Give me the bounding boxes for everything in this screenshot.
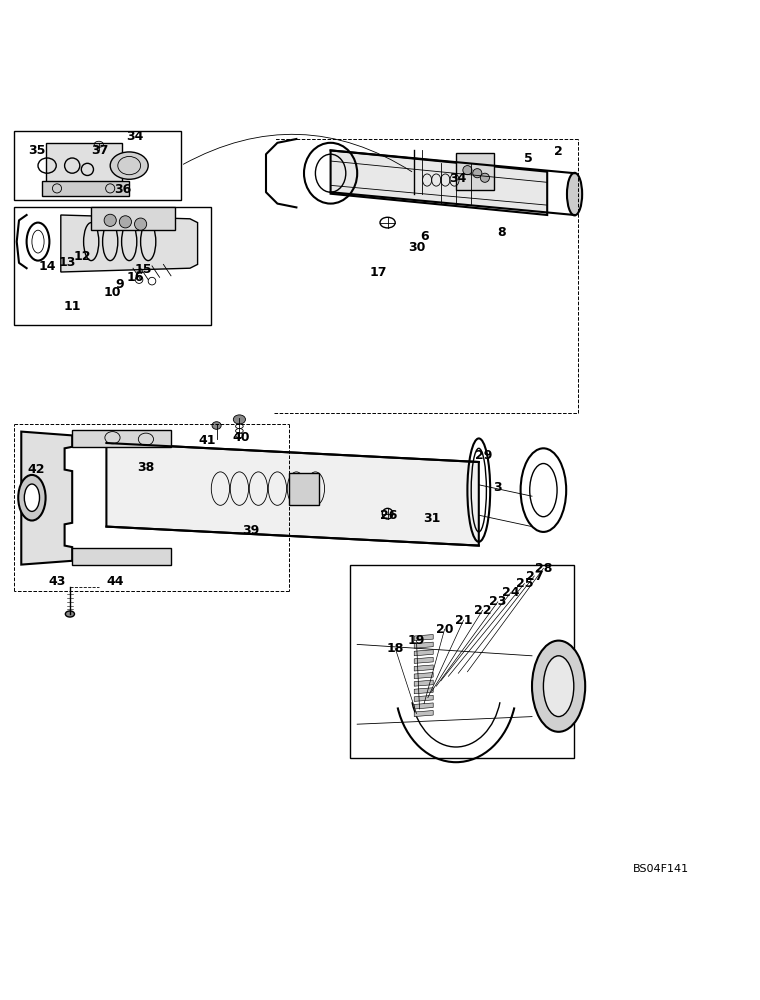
Bar <box>91 207 175 230</box>
Polygon shape <box>414 703 433 709</box>
Text: 11: 11 <box>63 300 81 313</box>
Polygon shape <box>414 642 433 648</box>
Polygon shape <box>414 657 433 663</box>
Ellipse shape <box>473 169 482 178</box>
Text: 21: 21 <box>454 614 473 627</box>
Polygon shape <box>106 443 479 546</box>
Ellipse shape <box>212 422 221 429</box>
Polygon shape <box>414 695 433 701</box>
Polygon shape <box>21 432 72 565</box>
Polygon shape <box>414 673 433 679</box>
Text: BS04F141: BS04F141 <box>633 864 689 874</box>
Polygon shape <box>414 688 433 694</box>
Polygon shape <box>414 635 433 641</box>
Bar <box>14 207 211 325</box>
Bar <box>72 430 171 447</box>
Text: 29: 29 <box>475 449 492 462</box>
Text: 9: 9 <box>116 278 125 291</box>
Text: 26: 26 <box>381 509 397 522</box>
Text: 8: 8 <box>497 226 506 239</box>
Ellipse shape <box>543 656 574 717</box>
Text: 23: 23 <box>489 595 506 608</box>
Polygon shape <box>61 215 198 272</box>
Text: 38: 38 <box>138 461 154 474</box>
Text: 13: 13 <box>59 256 75 269</box>
Text: 5: 5 <box>524 152 533 165</box>
Polygon shape <box>414 711 433 717</box>
Bar <box>456 153 494 190</box>
Text: 42: 42 <box>27 463 46 476</box>
Text: 40: 40 <box>233 431 251 444</box>
Text: 6: 6 <box>420 230 429 243</box>
Polygon shape <box>414 665 433 671</box>
Text: 35: 35 <box>28 144 45 157</box>
Text: 14: 14 <box>38 260 56 273</box>
Text: 39: 39 <box>242 524 259 537</box>
Text: 10: 10 <box>103 286 122 299</box>
Polygon shape <box>414 680 433 686</box>
Text: 25: 25 <box>515 577 534 590</box>
Text: 17: 17 <box>369 265 388 278</box>
Ellipse shape <box>110 152 148 179</box>
Bar <box>14 131 181 200</box>
Ellipse shape <box>104 214 116 226</box>
Text: 16: 16 <box>127 271 144 284</box>
Polygon shape <box>414 650 433 656</box>
Text: 3: 3 <box>493 481 502 494</box>
Bar <box>42 181 129 196</box>
Ellipse shape <box>233 415 245 424</box>
Ellipse shape <box>463 166 472 175</box>
Text: 30: 30 <box>408 241 425 254</box>
Text: 18: 18 <box>387 642 404 655</box>
Bar <box>46 143 122 188</box>
Ellipse shape <box>24 484 40 511</box>
Text: 27: 27 <box>525 570 543 582</box>
Ellipse shape <box>65 611 74 617</box>
Text: 37: 37 <box>92 144 109 157</box>
Ellipse shape <box>480 173 489 182</box>
Text: 43: 43 <box>49 575 65 588</box>
Text: 2: 2 <box>554 145 563 158</box>
Text: 34: 34 <box>127 130 144 143</box>
Text: 20: 20 <box>435 623 454 636</box>
Text: 36: 36 <box>115 183 131 196</box>
Bar <box>72 548 171 565</box>
Text: 22: 22 <box>473 604 492 617</box>
Bar <box>289 473 319 505</box>
Text: 15: 15 <box>134 263 152 276</box>
Ellipse shape <box>119 216 131 228</box>
Text: 31: 31 <box>423 513 440 526</box>
Text: 12: 12 <box>73 250 91 263</box>
Text: 44: 44 <box>106 575 125 588</box>
Ellipse shape <box>532 641 585 732</box>
Ellipse shape <box>135 218 147 230</box>
Text: 34: 34 <box>450 172 467 185</box>
Ellipse shape <box>18 475 46 521</box>
Ellipse shape <box>567 173 582 215</box>
Text: 41: 41 <box>198 434 216 447</box>
Text: 28: 28 <box>535 562 552 575</box>
Text: 19: 19 <box>408 634 425 647</box>
Bar <box>350 565 574 758</box>
Polygon shape <box>331 150 547 215</box>
Text: 24: 24 <box>502 586 520 599</box>
